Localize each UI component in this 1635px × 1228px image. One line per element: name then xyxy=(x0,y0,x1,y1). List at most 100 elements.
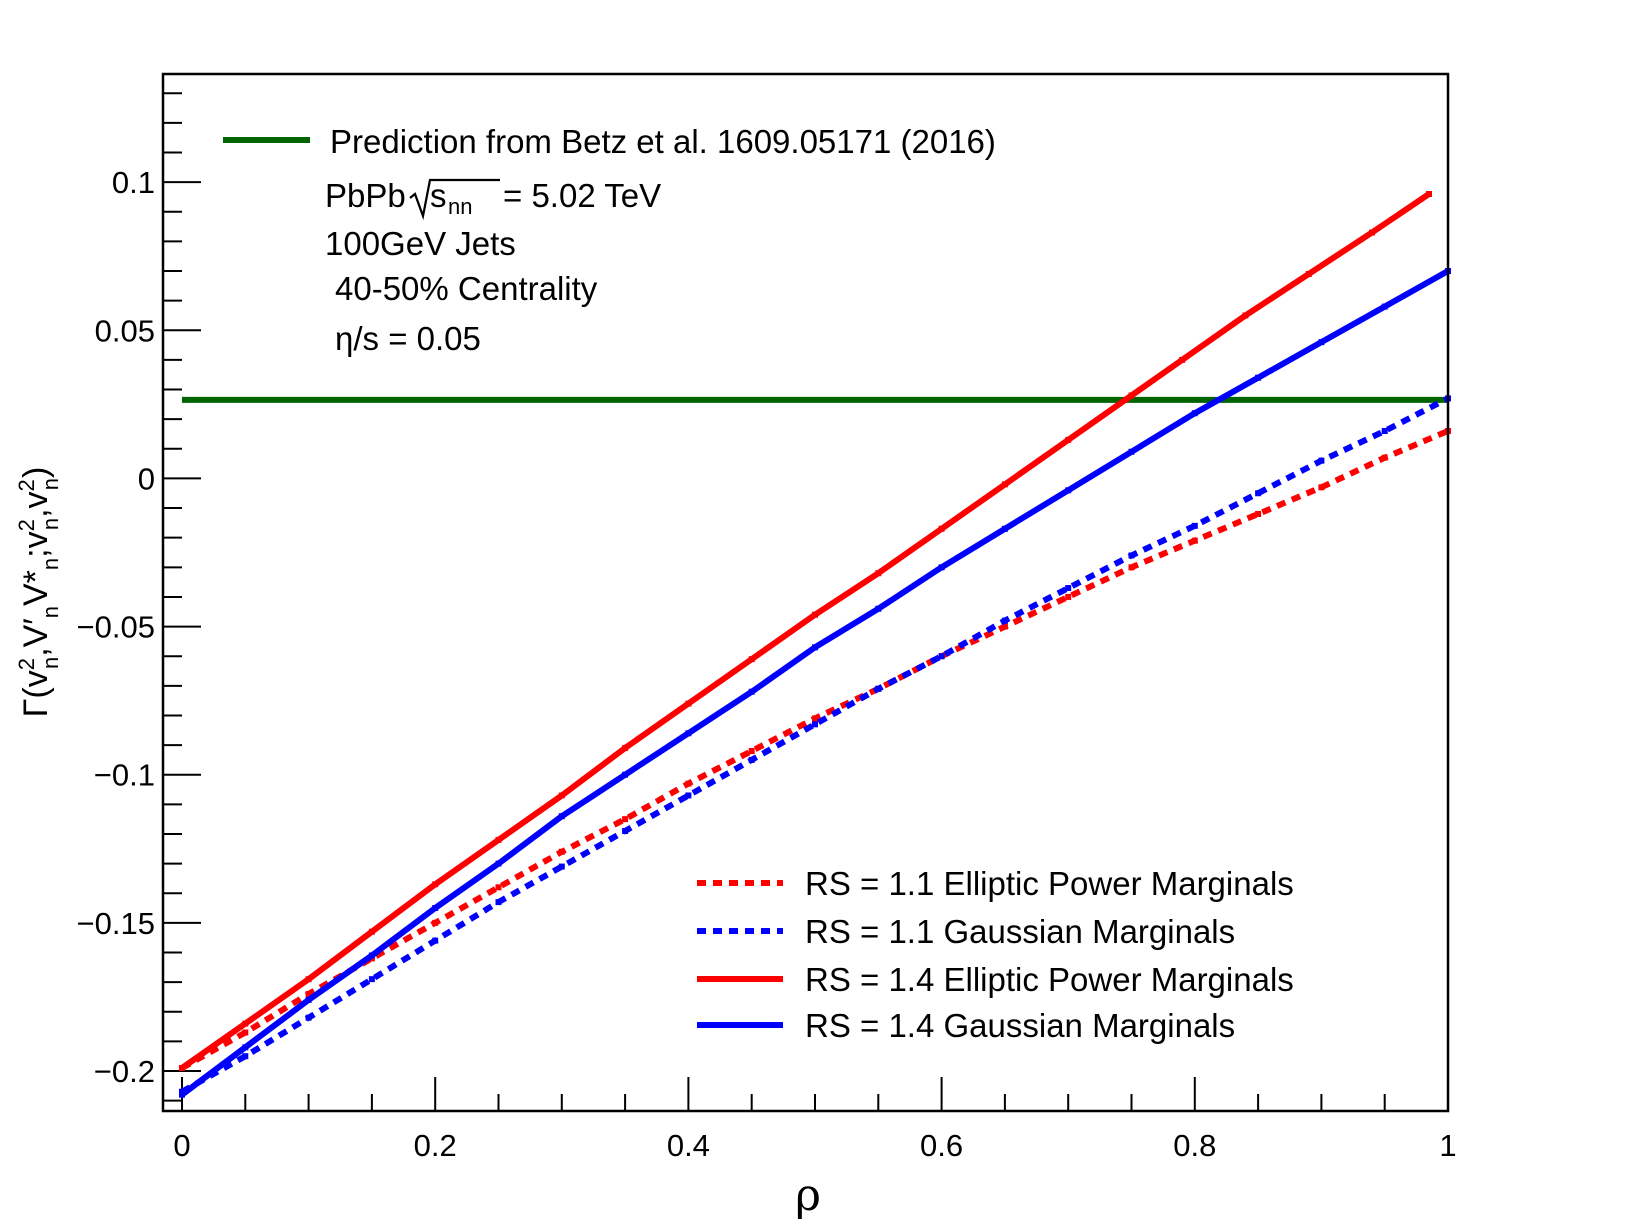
data-point xyxy=(1128,552,1135,559)
data-point xyxy=(622,816,629,823)
data-point xyxy=(495,836,502,843)
data-point xyxy=(1255,510,1262,517)
data-point xyxy=(558,813,565,820)
data-point xyxy=(1065,593,1072,600)
data-point xyxy=(1065,487,1072,494)
data-point xyxy=(875,685,882,692)
legend: RS = 1.1 Elliptic Power Marginals RS = 1… xyxy=(697,865,1294,1044)
data-point xyxy=(1381,428,1388,435)
data-point xyxy=(495,899,502,906)
x-axis-title: ρ xyxy=(795,1170,821,1221)
data-point xyxy=(1065,585,1072,592)
ylabel-v2-sub: n xyxy=(38,606,63,618)
viscosity-label: η/s = 0.05 xyxy=(335,320,481,357)
legend-label-rs11-elliptic: RS = 1.1 Elliptic Power Marginals xyxy=(805,865,1294,902)
ylabel-comma2: ;v xyxy=(17,531,55,557)
y-tick-label: −0.05 xyxy=(77,610,155,645)
data-point xyxy=(1255,374,1262,381)
data-point xyxy=(1128,564,1135,571)
data-point xyxy=(748,688,755,695)
data-point xyxy=(1001,623,1008,630)
data-point xyxy=(242,1044,249,1051)
data-point xyxy=(1242,312,1249,319)
data-point xyxy=(1318,339,1325,346)
data-point xyxy=(242,1020,249,1027)
data-point xyxy=(1305,270,1312,277)
data-point xyxy=(558,848,565,855)
ylabel-v4-sub: n xyxy=(38,518,63,530)
data-point xyxy=(368,928,375,935)
data-point xyxy=(685,700,692,707)
x-tick-label: 0.2 xyxy=(414,1128,457,1163)
data-point xyxy=(875,570,882,577)
data-point xyxy=(1318,457,1325,464)
ylabel-v5-sup: 2 xyxy=(14,479,39,491)
series-line xyxy=(180,395,1450,1095)
data-point xyxy=(748,748,755,755)
data-point xyxy=(178,1091,185,1098)
ylabel-close: ) xyxy=(17,467,55,478)
ylabel-v1-sup: 2 xyxy=(14,658,39,670)
data-point xyxy=(305,996,312,1003)
ylabel-open: (v xyxy=(17,670,55,698)
y-tick-label: 0 xyxy=(138,461,155,496)
data-point xyxy=(432,881,439,888)
data-point xyxy=(1426,190,1433,197)
x-tick-label: 0 xyxy=(173,1128,190,1163)
axis-ticks xyxy=(163,92,1449,1111)
data-point xyxy=(622,745,629,752)
system-label: PbPb xyxy=(325,177,406,214)
data-point xyxy=(495,860,502,867)
series-0 xyxy=(178,428,1451,1072)
data-point xyxy=(622,771,629,778)
data-point xyxy=(811,715,818,722)
ylabel-v3: V* xyxy=(17,570,55,606)
data-point xyxy=(1191,410,1198,417)
data-point xyxy=(622,828,629,835)
plot-frame xyxy=(161,72,1450,1113)
data-point xyxy=(558,863,565,870)
data-point xyxy=(1191,522,1198,529)
data-point xyxy=(811,721,818,728)
svg-text:Γ(v2n,V′nV*n;v2n,v2n): Γ(v2n,V′nV*n;v2n,v2n) xyxy=(14,467,63,718)
x-tick-label: 0.8 xyxy=(1173,1128,1216,1163)
data-point xyxy=(685,792,692,799)
legend-label-rs14-gaussian: RS = 1.4 Gaussian Marginals xyxy=(805,1007,1235,1044)
data-point xyxy=(1128,448,1135,455)
y-tick-label: 0.1 xyxy=(112,165,155,200)
data-point xyxy=(368,976,375,983)
series-layer xyxy=(178,190,1451,1098)
data-point xyxy=(1065,436,1072,443)
ylabel-v4-sup: 2 xyxy=(14,519,39,531)
data-point xyxy=(748,756,755,763)
ylabel-v1-sub: n xyxy=(38,657,63,669)
data-point xyxy=(811,611,818,618)
data-point xyxy=(1179,356,1186,363)
data-point xyxy=(558,792,565,799)
data-point xyxy=(1128,392,1135,399)
x-tick-label: 1 xyxy=(1439,1128,1456,1163)
data-point xyxy=(875,605,882,612)
ylabel-v3-sub: n xyxy=(38,558,63,570)
legend-label-rs14-elliptic: RS = 1.4 Elliptic Power Marginals xyxy=(805,961,1294,998)
ylabel-comma1: , xyxy=(17,647,55,656)
data-point xyxy=(1381,454,1388,461)
data-point xyxy=(432,905,439,912)
ylabel-gamma: Γ xyxy=(17,699,55,718)
y-tick-label: 0.05 xyxy=(95,313,155,348)
y-tick-label: −0.15 xyxy=(77,906,155,941)
data-point xyxy=(432,937,439,944)
ylabel-v5-sub: n xyxy=(38,478,63,490)
data-point xyxy=(305,976,312,983)
data-point xyxy=(1381,303,1388,310)
data-point xyxy=(368,952,375,959)
data-point xyxy=(938,564,945,571)
data-point xyxy=(1318,484,1325,491)
data-point xyxy=(495,884,502,891)
ylabel-v2: V′ xyxy=(17,618,55,647)
system-name: PbPb xyxy=(325,177,406,214)
series-2 xyxy=(178,190,1433,1072)
data-point xyxy=(1001,617,1008,624)
data-point xyxy=(242,1053,249,1060)
